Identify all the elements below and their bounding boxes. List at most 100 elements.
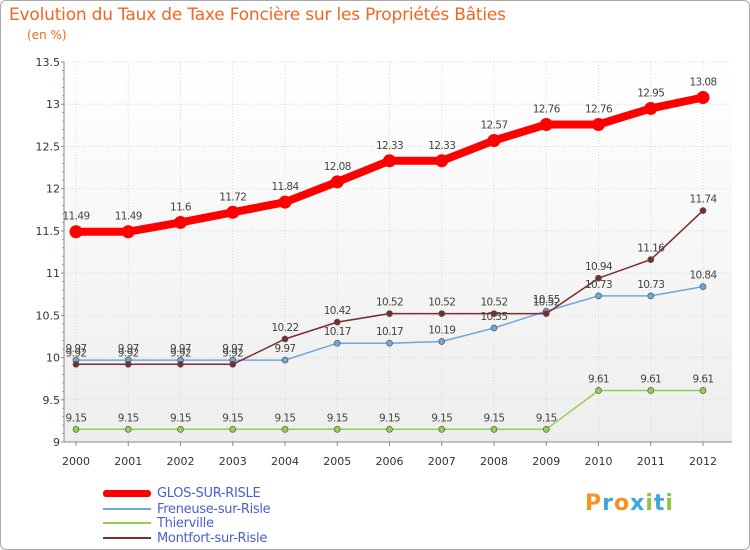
y-tick-label: 12.5 [36,140,61,153]
data-label-montfort-sur-risle: 10.94 [585,261,613,273]
data-label-thierville: 9.15 [170,412,191,424]
data-label-thierville: 9.61 [640,373,661,385]
data-point-glos-sur-risle [435,154,449,168]
x-tick-label: 2011 [637,455,665,468]
data-label-glos-sur-risle: 11.49 [115,211,142,223]
x-tick-label: 2010 [585,455,613,468]
data-label-glos-sur-risle: 12.33 [376,140,403,152]
data-label-thierville: 9.15 [275,412,296,424]
data-point-montfort-sur-risle [438,310,446,317]
x-tick-label: 2012 [689,455,717,468]
x-tick-label: 2001 [114,455,142,468]
data-label-montfort-sur-risle: 9.92 [222,347,243,359]
data-point-freneuse-sur-risle [438,338,446,345]
data-point-glos-sur-risle [539,117,553,131]
brand-letter: t [653,491,666,516]
data-label-glos-sur-risle: 12.76 [533,103,561,115]
data-point-thierville [124,425,132,433]
data-point-glos-sur-risle [592,117,605,131]
data-label-montfort-sur-risle: 11.74 [689,194,717,206]
data-label-montfort-sur-risle: 10.42 [324,305,351,317]
data-point-thierville [281,425,289,433]
y-tick-label: 10 [46,352,60,365]
data-label-thierville: 9.15 [327,412,348,424]
brand-letter: i [665,491,674,516]
data-label-freneuse-sur-risle: 10.17 [376,326,403,338]
data-point-thierville [647,387,655,394]
x-tick-label: 2006 [376,455,404,468]
x-tick-label: 2005 [323,455,351,468]
data-label-freneuse-sur-risle: 10.55 [533,294,560,306]
data-point-thierville [72,425,80,433]
data-label-freneuse-sur-risle: 10.19 [428,325,455,337]
data-label-thierville: 9.15 [222,412,243,424]
data-point-thierville [333,425,341,433]
brand-letter: P [585,491,603,516]
brand-letter: x [630,491,646,516]
data-labels: 9.97 9.97 9.97 9.97 9.97 10.17 10.17 10.19 10.35… [62,76,718,424]
data-label-freneuse-sur-risle: 9.97 [222,343,243,355]
data-label-thierville: 9.15 [484,412,505,424]
brand-logo: Proxiti [585,491,674,516]
data-label-thierville: 9.15 [379,412,400,424]
y-tick-label: 12 [46,183,60,196]
chart-title: Evolution du Taux de Taxe Foncière sur l… [9,5,506,25]
data-label-freneuse-sur-risle: 10.73 [585,279,612,291]
plot-area [64,62,732,442]
data-label-montfort-sur-risle: 9.92 [66,347,87,359]
data-point-thierville [699,387,707,394]
x-tick-label: 2002 [167,455,195,468]
data-label-montfort-sur-risle: 9.92 [170,347,191,359]
data-label-thierville: 9.15 [118,412,139,424]
data-label-montfort-sur-risle: 10.52 [533,297,560,309]
y-tick-label: 10.5 [36,309,61,322]
y-tick-label: 11.5 [36,225,61,238]
y-tick-label: 13 [46,98,60,111]
data-point-glos-sur-risle [69,225,83,239]
data-label-glos-sur-risle: 11.6 [170,201,192,213]
data-point-thierville [490,425,498,433]
data-point-thierville [595,387,602,394]
data-point-glos-sur-risle [383,154,396,168]
data-point-freneuse-sur-risle [386,339,393,347]
x-tick-label: 2003 [219,455,247,468]
data-label-montfort-sur-risle: 10.52 [480,297,507,309]
data-label-glos-sur-risle: 12.76 [585,103,613,115]
data-point-glos-sur-risle [121,225,135,239]
data-point-montfort-sur-risle [699,207,707,214]
data-label-glos-sur-risle: 11.84 [271,181,299,193]
legend-label-montfort: Montfort-sur-Risle [157,530,268,546]
data-label-freneuse-sur-risle: 10.84 [689,270,717,282]
data-point-freneuse-sur-risle [490,324,498,332]
data-label-montfort-sur-risle: 9.92 [118,347,139,359]
legend-label-freneuse: Freneuse-sur-Risle [157,501,271,517]
legend-item-montfort: Montfort-sur-Risle [103,530,267,546]
brand-letter: o [613,491,631,516]
data-label-glos-sur-risle: 12.08 [324,161,351,173]
axes: 9 9.5 10 10.5 11 11.5 12 12.5 13 13.5 2000 2001 2002… [36,56,732,468]
data-point-glos-sur-risle [226,205,240,219]
data-point-montfort-sur-risle [595,274,602,282]
data-point-thierville [386,425,393,433]
brand-letter: i [645,491,654,516]
x-tick-label: 2007 [428,455,456,468]
data-label-freneuse-sur-risle: 9.97 [275,343,296,355]
legend-swatch-montfort [103,537,151,539]
legend-label-thierville: Thierville [157,515,214,531]
data-point-freneuse-sur-risle [281,356,289,364]
data-point-thierville [438,425,446,433]
x-tick-label: 2004 [271,455,299,468]
data-label-glos-sur-risle: 12.33 [428,140,455,152]
data-label-thierville: 9.61 [588,373,609,385]
data-label-glos-sur-risle: 11.72 [219,191,246,203]
data-label-montfort-sur-risle: 10.22 [271,322,298,334]
data-label-glos-sur-risle: 12.57 [480,120,507,132]
data-point-montfort-sur-risle [333,318,341,326]
legend-swatch-freneuse [103,508,151,510]
data-point-montfort-sur-risle [229,360,237,368]
data-label-freneuse-sur-risle: 9.97 [118,343,139,355]
data-label-thierville: 9.15 [536,412,557,424]
data-label-glos-sur-risle: 13.08 [689,76,716,88]
data-label-glos-sur-risle: 12.95 [637,87,664,99]
